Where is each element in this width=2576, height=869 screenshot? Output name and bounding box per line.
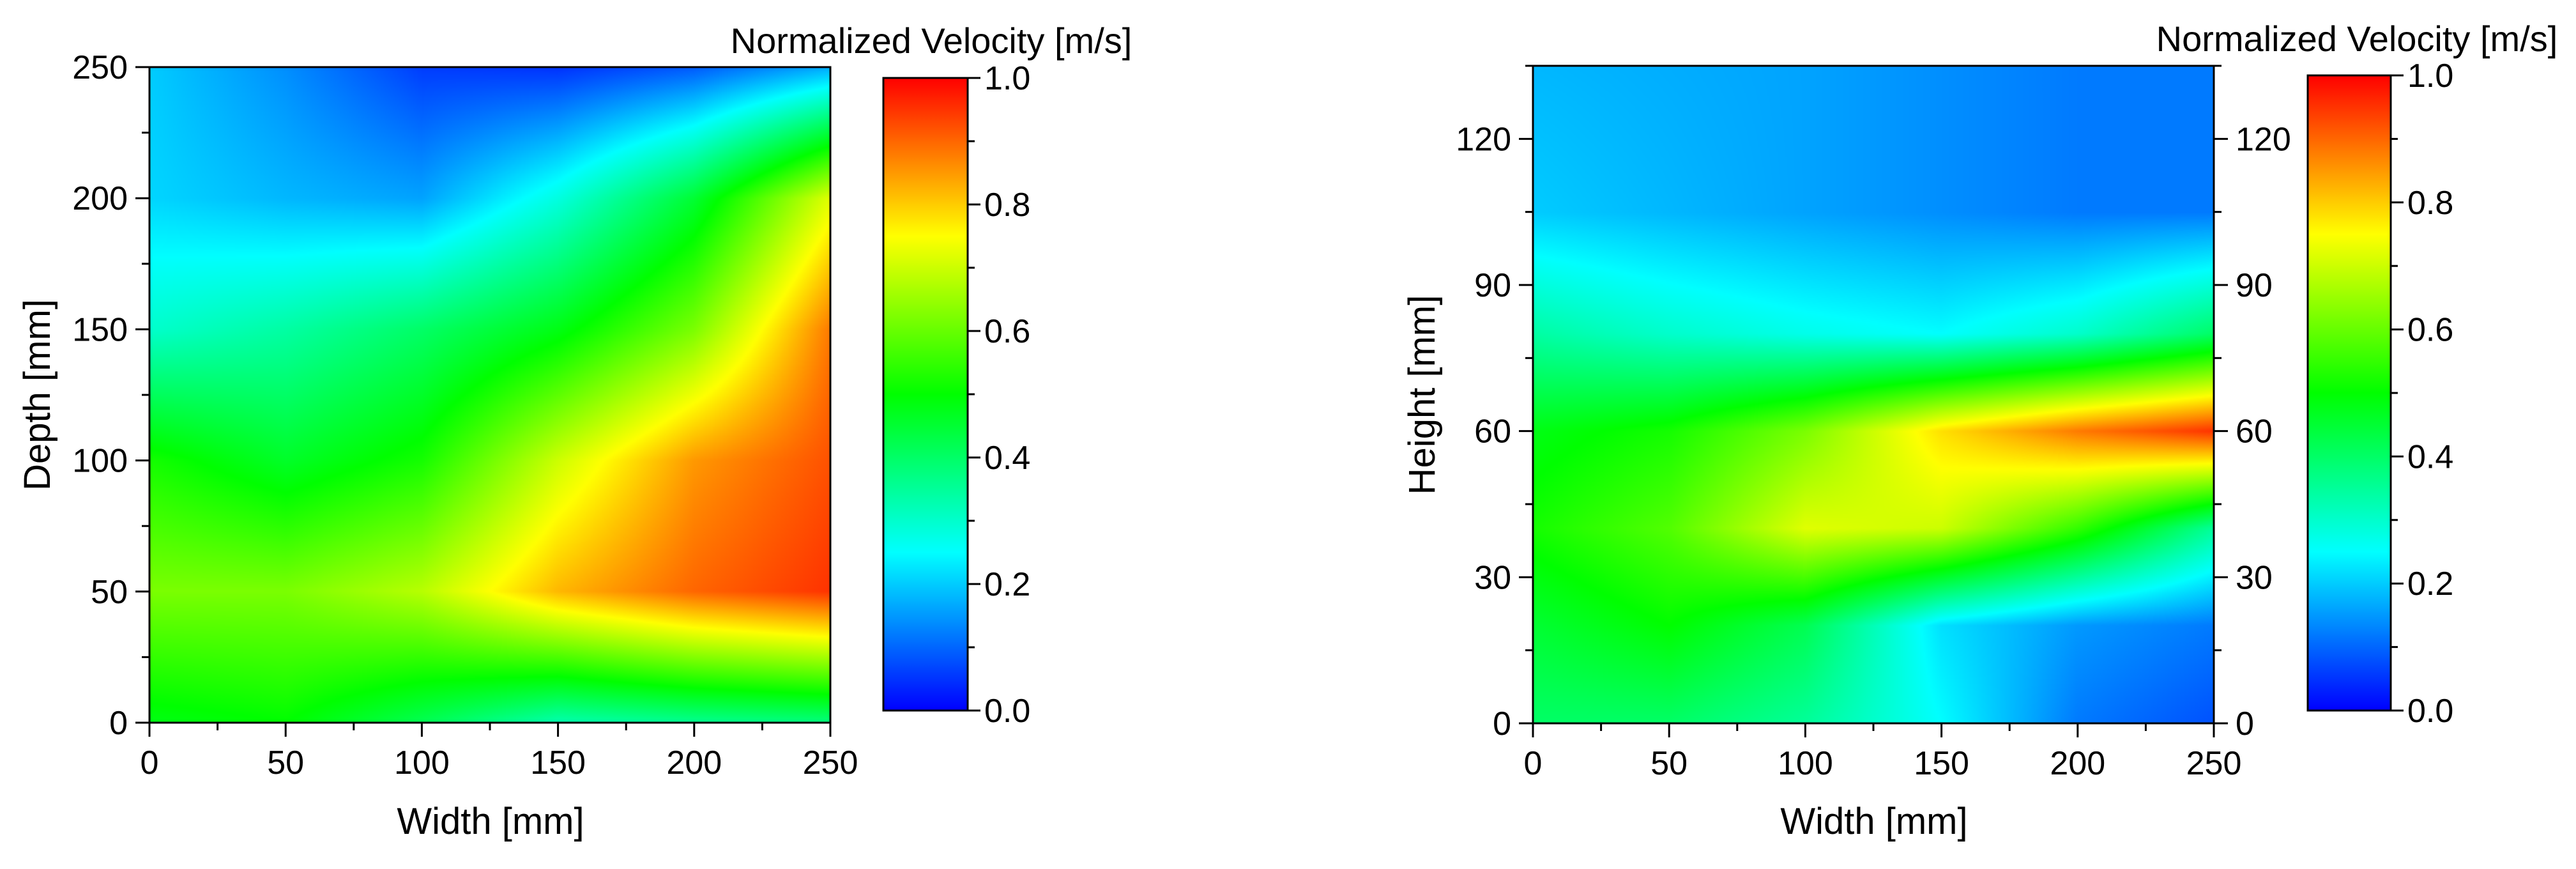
left-colorbar-label: Normalized Velocity [m/s] [731,20,1132,61]
right-y-tick-label: 120 [1456,121,1511,158]
left-colorbar-tick-label: 0.2 [984,566,1030,603]
right-right-tick-label: 60 [2236,413,2273,450]
right-x-tick-label: 0 [1524,745,1543,782]
left-colorbar-tick-label: 0.0 [984,693,1030,730]
left-x-tick-label: 150 [530,744,586,781]
right-colorbar: 0.0 0.2 0.4 0.6 0.8 1.0 Normalized Velocity [… [2156,19,2558,730]
left-y-tick-label: 50 [91,574,128,611]
left-x-tick-label: 50 [267,744,304,781]
left-colorbar-tick-label: 0.8 [984,187,1030,224]
left-y-tick-label: 200 [72,180,128,217]
right-y-tick-label: 30 [1474,559,1511,596]
left-x-axis-label: Width [mm] [397,801,584,842]
left-colorbar-ticks: 0.0 0.2 0.4 0.6 0.8 1.0 [968,60,1030,730]
right-x-axis-label: Width [mm] [1780,801,1967,842]
left-y-tick-label: 0 [109,705,128,742]
left-colorbar: 0.0 0.2 0.4 0.6 0.8 1.0 Normalized Velocity [… [731,20,1132,730]
left-colorbar-scale [882,77,969,712]
left-x-tick-label: 250 [803,744,858,781]
right-x-tick-label: 250 [2186,745,2242,782]
right-x-tick-label: 100 [1778,745,1833,782]
right-x-tick-label: 50 [1650,745,1688,782]
right-y-tick-label: 0 [1493,705,1511,742]
right-y-tick-label: 90 [1474,267,1511,304]
right-y-tick-label: 60 [1474,413,1511,450]
right-colorbar-tick-label: 0.0 [2407,693,2453,730]
left-colorbar-tick-label: 1.0 [984,60,1030,97]
right-colorbar-tick-label: 0.4 [2407,438,2453,475]
left-colorbar-tick-label: 0.4 [984,440,1030,477]
right-colorbar-ticks: 0.0 0.2 0.4 0.6 0.8 1.0 [2391,58,2453,730]
right-heatmap-field [1533,66,2214,723]
left-x-tick-label: 200 [666,744,722,781]
left-heatmap-field [149,67,830,723]
right-colorbar-tick-label: 0.6 [2407,312,2453,349]
right-x-tick-label: 200 [2050,745,2105,782]
right-colorbar-tick-label: 0.2 [2407,565,2453,603]
right-colorbar-scale [2306,74,2392,712]
right-colorbar-tick-label: 1.0 [2407,58,2453,95]
right-right-tick-label: 120 [2236,121,2291,158]
left-chart: 0 50 100 150 200 250 0 50 100 150 200 250 Width [mm… [17,20,1132,842]
right-colorbar-label: Normalized Velocity [m/s] [2156,19,2558,59]
left-y-axis-label: Depth [mm] [17,299,58,491]
right-right-tick-label: 90 [2236,267,2273,304]
right-y-axis-label: Height [mm] [1401,295,1443,495]
left-axes: 0 50 100 150 200 250 0 50 100 150 200 250 [72,49,858,781]
left-y-tick-label: 100 [72,443,128,480]
right-right-tick-label: 0 [2236,705,2254,742]
left-x-tick-label: 100 [394,744,450,781]
left-y-tick-label: 150 [72,311,128,348]
left-x-tick-label: 0 [141,744,159,781]
right-x-tick-label: 150 [1914,745,1969,782]
right-colorbar-tick-label: 0.8 [2407,185,2453,222]
left-colorbar-tick-label: 0.6 [984,313,1030,350]
left-y-tick-label: 250 [72,49,128,86]
right-right-tick-label: 30 [2236,559,2273,596]
